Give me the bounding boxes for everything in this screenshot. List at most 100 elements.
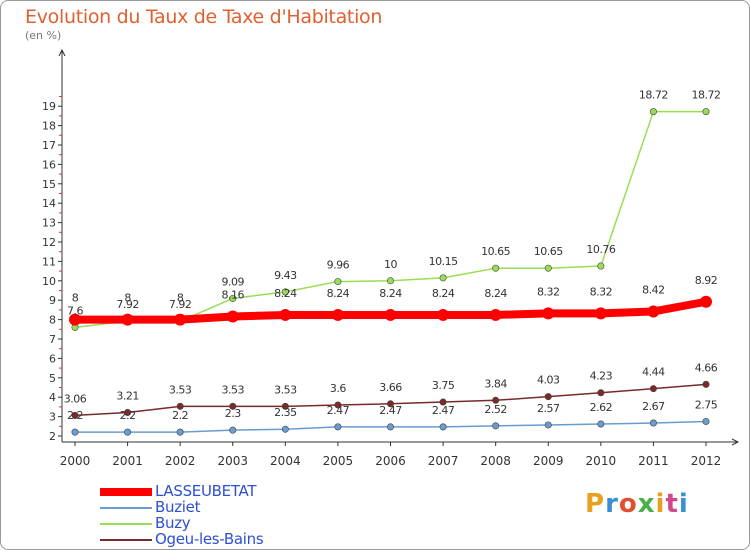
y-tick-label: 17 [42,139,56,152]
logo-letter: t [665,489,679,519]
y-tick-label: 2 [49,430,56,443]
data-label: 8 [72,292,79,305]
data-point [176,428,184,436]
data-point [69,313,81,326]
data-point [229,402,237,410]
legend-swatch [100,488,152,496]
data-point [702,417,710,425]
data-point [597,420,605,428]
data-label: 2.57 [537,402,560,415]
data-point [386,400,394,408]
x-tick-label: 2009 [533,454,564,468]
y-tick-label: 16 [42,158,56,171]
x-tick-label: 2010 [586,454,617,468]
proxiti-logo: Proxiti [585,489,689,519]
data-label: 4.23 [590,370,613,383]
x-tick-label: 2011 [638,454,669,468]
x-tick-label: 2001 [112,454,143,468]
data-label: 4.03 [537,374,560,387]
data-point [597,262,605,270]
data-point [437,308,450,321]
data-point [281,402,289,410]
data-label: 2.2 [172,409,188,422]
y-tick-label: 4 [49,391,56,404]
data-label: 8.24 [432,287,455,300]
data-point [649,385,657,393]
y-tick-label: 7 [49,333,56,346]
data-point [597,389,605,397]
y-tick-label: 11 [42,255,56,268]
data-point [121,313,134,326]
legend-label: Buziet [155,498,201,516]
data-point [71,428,79,436]
data-label: 3.21 [116,390,139,403]
data-point [439,398,447,406]
data-label: 2.35 [274,406,297,419]
x-axis-arrow [731,438,740,446]
logo-letter: o [618,489,638,519]
y-tick-label: 15 [42,178,56,191]
x-tick-label: 2012 [691,454,722,468]
x-tick-label: 2000 [60,454,91,468]
data-point [281,425,289,433]
data-label: 2.47 [327,404,350,417]
data-label: 7.92 [116,298,139,311]
data-label: 8.24 [379,287,402,300]
y-tick-label: 8 [49,314,56,327]
data-point [489,308,502,321]
data-point [544,264,552,272]
data-label: 10.65 [481,245,510,258]
data-point [176,402,184,410]
data-point [439,423,447,431]
data-label: 3.75 [432,379,455,392]
data-label: 9.43 [274,269,297,282]
data-point [647,305,660,318]
data-label: 3.6 [330,382,346,395]
y-tick-label: 3 [49,411,56,424]
data-label: 8.32 [590,285,613,298]
data-label: 3.53 [274,383,297,396]
data-label: 7.92 [169,298,192,311]
data-point [492,264,500,272]
data-point [649,419,657,427]
x-tick-label: 2005 [323,454,354,468]
data-label: 2.62 [590,401,613,414]
data-label: 2.47 [379,404,402,417]
data-point [386,277,394,285]
legend-swatch [100,523,152,525]
data-point [279,308,292,321]
data-label: 4.44 [642,366,665,379]
x-tick-label: 2006 [375,454,406,468]
data-label: 18.72 [639,89,668,102]
data-label: 2.2 [120,409,136,422]
data-label: 10 [384,258,397,271]
data-point [229,426,237,434]
data-label: 18.72 [692,89,721,102]
y-tick-label: 5 [49,372,56,385]
data-point [649,108,657,116]
data-point [124,409,132,417]
data-label: 2.75 [695,398,718,411]
data-point [544,393,552,401]
data-point [700,295,712,308]
data-label: 7.6 [67,304,83,317]
data-label: 8.24 [274,287,297,300]
data-label: 3.06 [64,392,87,405]
logo-letter: r [605,489,619,519]
legend-label: LASSEUBETAT [155,482,257,500]
chart-title: Evolution du Taux de Taxe d'Habitation [25,6,383,28]
logo-letter: P [585,489,606,519]
data-label: 8.32 [537,285,560,298]
data-label: 8.24 [327,287,350,300]
chart-subtitle: (en %) [25,29,62,42]
data-label: 2.52 [484,403,507,416]
data-label: 8 [124,292,131,305]
legend-label: Ogeu-les-Bains [155,530,264,548]
logo-letter: i [678,489,689,519]
data-point [229,294,237,302]
data-label: 2.47 [432,404,455,417]
y-tick-label: 13 [42,217,56,230]
data-label: 8 [177,292,184,305]
data-label: 8.16 [222,288,245,301]
data-point [439,274,447,282]
